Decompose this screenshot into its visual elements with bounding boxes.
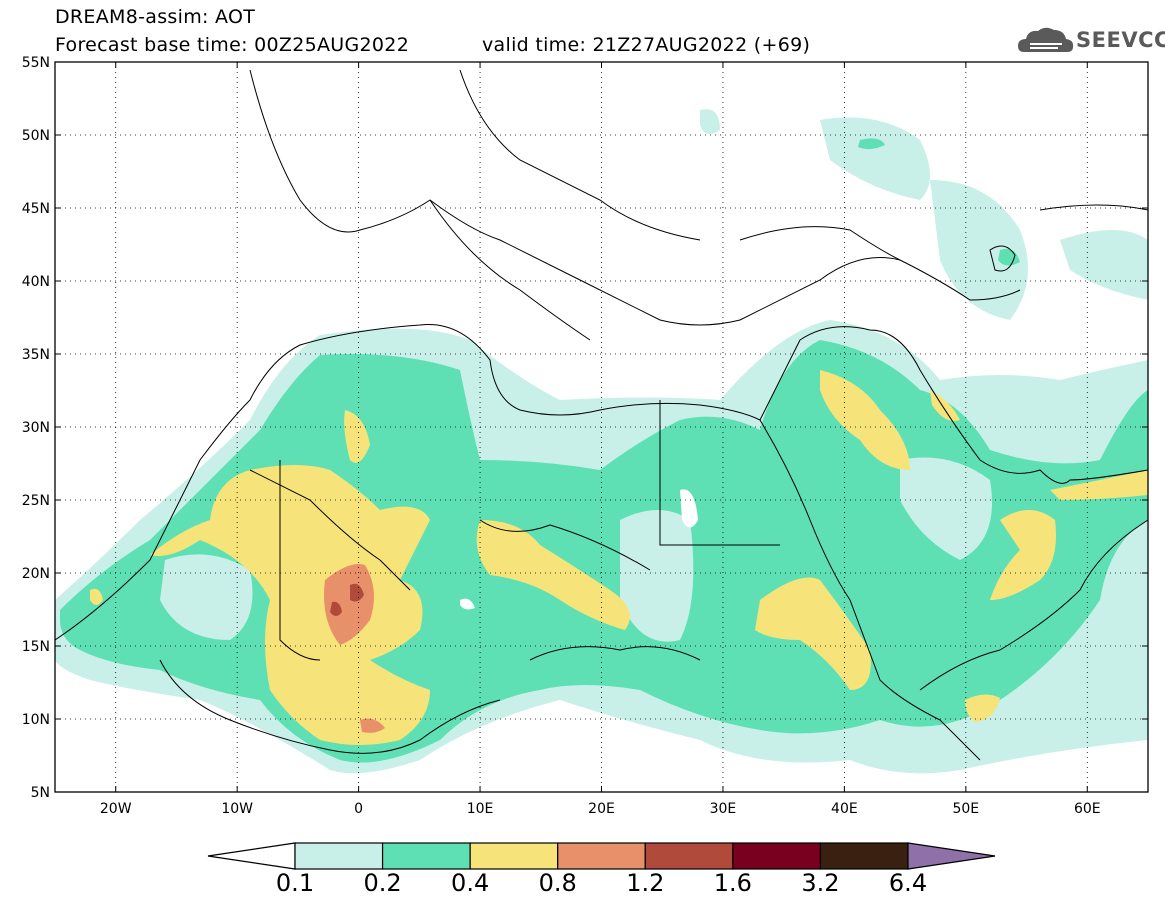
valid-time: valid time: 21Z27AUG2022 (+69) — [482, 34, 811, 56]
colorbar-label: 1.2 — [626, 869, 665, 897]
lon-tick-label: 20E — [588, 801, 615, 817]
colorbar-low-triangle — [207, 842, 296, 870]
lat-tick-label: 10N — [22, 712, 50, 728]
lon-tick-label: 20W — [100, 801, 132, 817]
colorbar-high-triangle — [907, 842, 996, 870]
lon-tick-label: 10W — [221, 801, 253, 817]
logo-text: SEEVCCC — [1076, 28, 1165, 52]
forecast-base-time: Forecast base time: 00Z25AUG2022 — [55, 34, 410, 56]
lat-tick-label: 15N — [22, 639, 50, 655]
lat-tick-label: 25N — [22, 493, 50, 509]
coastlines — [55, 69, 1148, 761]
colorbar-label: 0.2 — [363, 869, 402, 897]
graticule — [55, 62, 1148, 792]
colorbar-swatch — [819, 842, 909, 870]
colorbar-swatch — [294, 842, 384, 870]
lon-tick-label: 0 — [354, 801, 363, 817]
lon-tick-label: 60E — [1074, 801, 1101, 817]
colorbar-swatch — [469, 842, 559, 870]
lat-tick-label: 35N — [22, 347, 50, 363]
aot-field — [55, 109, 1148, 774]
lon-tick-label: 30E — [710, 801, 737, 817]
colorbar-swatch — [381, 842, 471, 870]
lat-tick-label: 20N — [22, 566, 50, 582]
cloud-icon — [1018, 27, 1074, 52]
colorbar-swatch — [732, 842, 822, 870]
colorbar-label: 0.8 — [538, 869, 577, 897]
lat-tick-label: 45N — [22, 201, 50, 217]
lat-tick-label: 50N — [22, 128, 50, 144]
lat-tick-label: 55N — [22, 55, 50, 71]
colorbar-label: 3.2 — [801, 869, 840, 897]
lon-tick-label: 10E — [467, 801, 494, 817]
colorbar — [207, 842, 996, 870]
colorbar-swatch — [644, 842, 734, 870]
lat-tick-label: 40N — [22, 274, 50, 290]
lat-tick-label: 5N — [31, 785, 50, 801]
colorbar-label: 0.4 — [451, 869, 490, 897]
lat-tick-label: 30N — [22, 420, 50, 436]
colorbar-label: 0.1 — [275, 869, 315, 897]
lon-tick-label: 40E — [831, 801, 858, 817]
colorbar-label: 6.4 — [888, 869, 928, 897]
map-title: DREAM8-assim: AOT — [55, 6, 256, 28]
colorbar-swatch — [557, 842, 646, 870]
colorbar-label: 1.6 — [713, 869, 752, 897]
lon-tick-label: 50E — [952, 801, 979, 817]
